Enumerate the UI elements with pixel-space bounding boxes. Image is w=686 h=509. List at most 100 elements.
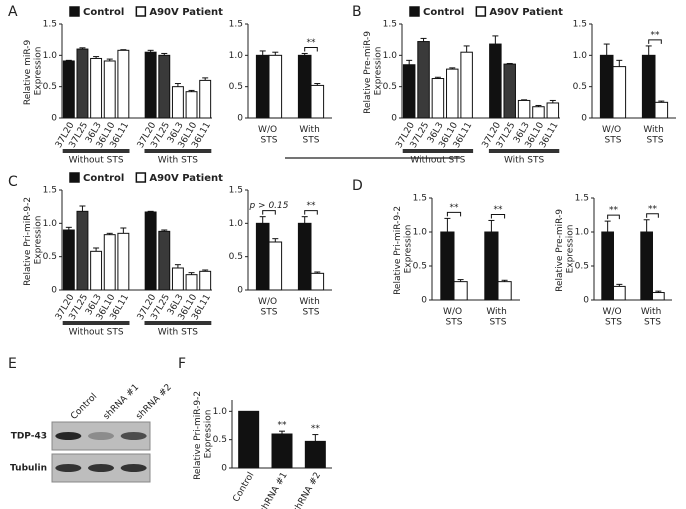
x-tick-label: shRNA #2 <box>292 471 323 509</box>
y-tick-label: 0 <box>237 286 243 296</box>
legend-text: A90V Patient <box>489 7 563 18</box>
significance-label: ** <box>494 205 504 215</box>
bar <box>185 274 198 291</box>
y-tick-label: 0 <box>221 464 227 474</box>
legend-text: Control <box>423 7 464 18</box>
bar <box>599 54 614 119</box>
bar <box>310 272 325 291</box>
significance-label: ** <box>307 38 317 48</box>
bar <box>185 91 198 119</box>
x-tick-label: With STS <box>299 297 322 317</box>
y-tick-label: 0.5 <box>575 262 589 272</box>
bar <box>297 222 312 291</box>
bar <box>171 86 184 119</box>
bar <box>489 43 502 119</box>
x-tick-label: With STS <box>486 307 509 327</box>
legend-text: Control <box>83 173 124 184</box>
group-label: With STS <box>504 156 545 166</box>
bar <box>497 281 512 301</box>
significance-bracket <box>262 210 276 215</box>
bar <box>117 49 130 119</box>
bar <box>402 64 416 119</box>
bar <box>144 51 157 119</box>
y-tick-label: 0.5 <box>413 262 427 272</box>
group-label: Without STS <box>410 156 465 166</box>
bar <box>297 54 312 119</box>
blot-band <box>55 464 82 472</box>
bar <box>546 102 560 119</box>
bar <box>90 57 103 119</box>
y-axis-label: Relative Pre-miR-9 Expression <box>363 28 383 114</box>
y-tick-label: 0 <box>51 286 57 296</box>
bar <box>199 270 212 291</box>
significance-label: ** <box>651 30 661 40</box>
y-tick-label: 0 <box>391 114 397 124</box>
legend-swatch <box>135 6 147 17</box>
panel-letter: B <box>352 4 362 20</box>
bar <box>652 292 665 301</box>
y-tick-label: 1.5 <box>229 20 243 30</box>
bar <box>460 51 473 119</box>
bar <box>171 267 184 291</box>
significance-label: ** <box>278 421 288 431</box>
y-tick-label: 1.0 <box>229 219 244 229</box>
y-tick-label: 1.5 <box>383 20 397 30</box>
group-label: With STS <box>158 328 199 338</box>
significance-label: ** <box>648 204 658 214</box>
group-label: Without STS <box>69 328 124 338</box>
y-axis-label: Relative miR-9 Expression <box>23 37 43 105</box>
blot-band <box>55 432 82 440</box>
bar <box>654 101 669 119</box>
row-label: TDP-43 <box>11 432 47 442</box>
group-label: Without STS <box>69 156 124 166</box>
y-tick-label: 1.5 <box>43 186 57 196</box>
bar <box>613 285 626 301</box>
y-tick-label: 1.0 <box>43 51 58 61</box>
bar <box>271 433 293 469</box>
x-tick-label: Control <box>231 471 256 504</box>
blot-band <box>120 432 147 440</box>
y-axis-label: Relative Pri-miR-9-2 Expression <box>393 203 413 295</box>
bar <box>517 99 531 119</box>
bar <box>103 234 116 291</box>
bar <box>76 48 89 119</box>
legend-swatch <box>135 172 147 183</box>
y-tick-label: 1.5 <box>573 20 587 30</box>
legend-swatch <box>69 172 80 183</box>
y-tick-label: 0 <box>581 114 587 124</box>
row-label: Tubulin <box>10 464 47 474</box>
bar <box>532 106 545 119</box>
y-tick-label: 1.0 <box>573 51 588 61</box>
legend-swatch <box>475 6 487 17</box>
bar <box>417 41 430 119</box>
legend-text: Control <box>83 7 124 18</box>
y-tick-label: 1.0 <box>43 219 58 229</box>
significance-bracket <box>607 214 620 220</box>
bar <box>158 230 171 291</box>
bar <box>640 231 653 301</box>
panel-letter: C <box>8 174 18 190</box>
bar <box>90 250 103 291</box>
y-tick-label: 0.5 <box>229 252 243 262</box>
significance-label: p > 0.15 <box>248 201 288 211</box>
x-tick-label: W/O STS <box>602 125 624 145</box>
bar <box>103 60 116 119</box>
lane-label: shRNA #2 <box>134 383 173 422</box>
x-tick-label: With STS <box>641 307 664 327</box>
x-tick-label: With STS <box>299 125 322 145</box>
significance-bracket <box>304 210 318 215</box>
x-tick-label: shRNA #1 <box>258 471 289 509</box>
significance-label: ** <box>450 203 460 213</box>
legend-text: A90V Patient <box>149 173 223 184</box>
significance-bracket <box>648 39 662 44</box>
bar <box>255 222 270 291</box>
bar <box>440 231 455 301</box>
significance-label: ** <box>609 206 619 216</box>
x-tick-label: W/O STS <box>603 307 625 327</box>
y-axis-label: Relative Pri-miR-9-2 Expression <box>193 388 213 480</box>
x-tick-label: W/O STS <box>443 307 465 327</box>
bar <box>612 66 627 119</box>
bar <box>62 229 75 291</box>
y-axis-label: Relative Pri-miR-9-2 Expression <box>23 194 43 286</box>
y-tick-label: 0 <box>51 114 57 124</box>
